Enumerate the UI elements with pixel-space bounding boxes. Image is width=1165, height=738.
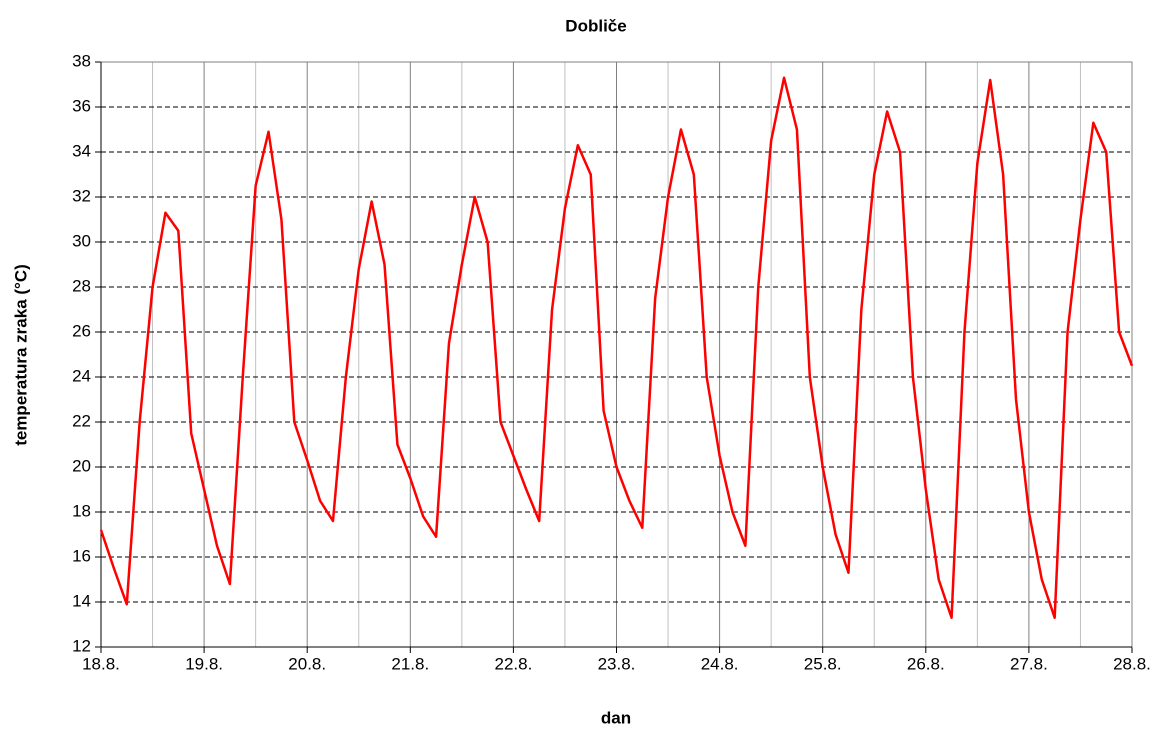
y-tick-label: 12 [72, 636, 91, 655]
x-tick-label: 28.8. [1113, 654, 1151, 673]
x-axis-label: dan [601, 708, 631, 727]
chart-title: Dobliče [565, 16, 626, 35]
x-tick-label: 18.8. [82, 654, 120, 673]
x-tick-label: 23.8. [598, 654, 636, 673]
y-tick-label: 32 [72, 186, 91, 205]
y-tick-label: 20 [72, 456, 91, 475]
y-tick-label: 26 [72, 321, 91, 340]
x-tick-label: 21.8. [391, 654, 429, 673]
x-tick-label: 25.8. [804, 654, 842, 673]
x-tick-label: 22.8. [494, 654, 532, 673]
x-tick-label: 20.8. [288, 654, 326, 673]
x-tick-label: 19.8. [185, 654, 223, 673]
y-tick-label: 22 [72, 411, 91, 430]
y-tick-label: 34 [72, 141, 91, 160]
y-tick-label: 18 [72, 501, 91, 520]
x-tick-label: 26.8. [907, 654, 945, 673]
y-tick-label: 16 [72, 546, 91, 565]
y-tick-label: 28 [72, 276, 91, 295]
x-tick-label: 24.8. [701, 654, 739, 673]
line-series [99, 76, 1134, 619]
y-axis-label: temperatura zraka (°C) [11, 264, 30, 446]
y-tick-label: 36 [72, 96, 91, 115]
x-tick-label: 27.8. [1010, 654, 1048, 673]
y-tick-label: 30 [72, 231, 91, 250]
y-tick-label: 38 [72, 51, 91, 70]
y-tick-label: 24 [72, 366, 91, 385]
y-tick-label: 14 [72, 591, 91, 610]
